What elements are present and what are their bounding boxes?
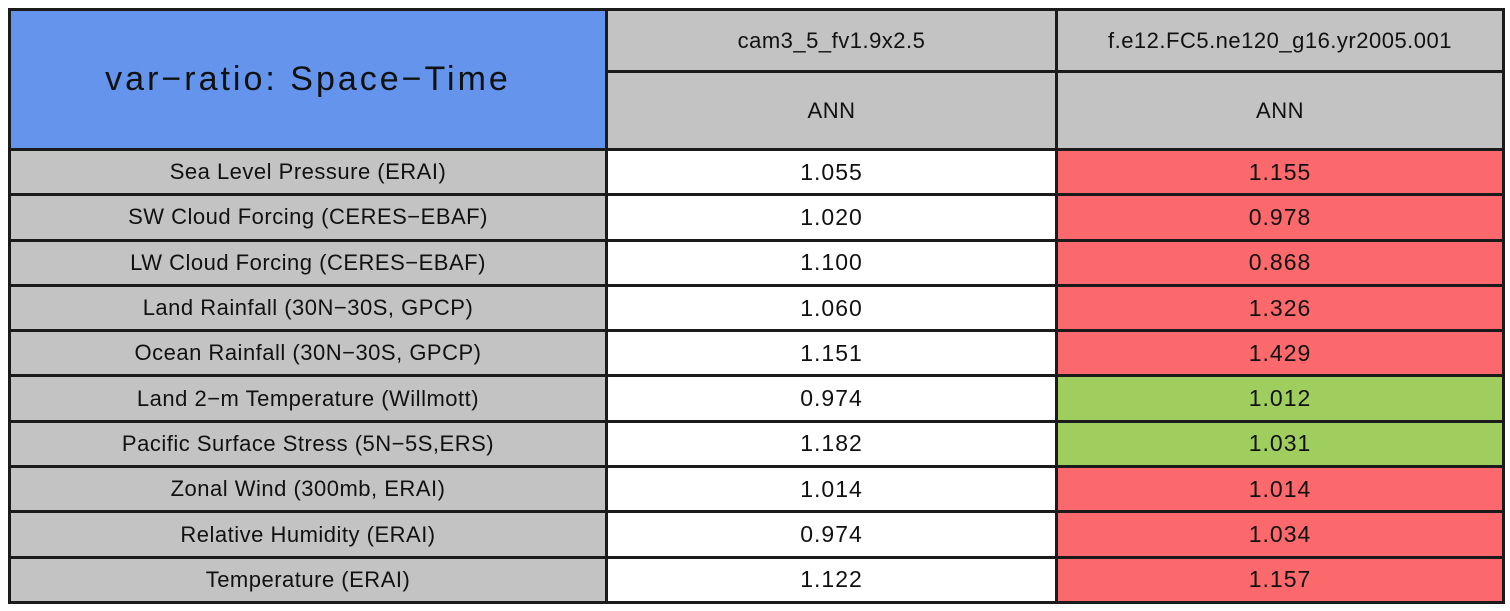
value-cell: 1.060 bbox=[605, 283, 1058, 333]
value-cell: 1.100 bbox=[605, 238, 1058, 287]
value-cell: 1.429 bbox=[1055, 329, 1505, 378]
table-row: Pacific Surface Stress (5N−5S,ERS) 1.182… bbox=[8, 419, 1505, 469]
table-row: Ocean Rainfall (30N−30S, GPCP) 1.151 1.4… bbox=[8, 329, 1505, 378]
column-header-model-2: f.e12.FC5.ne120_g16.yr2005.001 bbox=[1055, 8, 1505, 73]
row-label: SW Cloud Forcing (CERES−EBAF) bbox=[8, 193, 608, 242]
row-label: Land Rainfall (30N−30S, GPCP) bbox=[8, 283, 608, 333]
value-cell: 0.974 bbox=[605, 510, 1058, 559]
table-row: Relative Humidity (ERAI) 0.974 1.034 bbox=[8, 510, 1505, 559]
row-label: Sea Level Pressure (ERAI) bbox=[8, 147, 608, 197]
subheader-ann-2: ANN bbox=[1055, 70, 1505, 151]
value-cell: 1.182 bbox=[605, 419, 1058, 469]
value-cell: 1.055 bbox=[605, 147, 1058, 197]
value-cell: 1.157 bbox=[1055, 555, 1505, 605]
header-row-seasons: ANN ANN bbox=[10, 70, 1505, 151]
table-row: Sea Level Pressure (ERAI) 1.055 1.155 bbox=[8, 147, 1505, 197]
value-cell: 0.974 bbox=[605, 374, 1058, 423]
table-title: var−ratio: Space−Time bbox=[8, 8, 608, 151]
value-cell: 1.014 bbox=[605, 465, 1058, 514]
value-cell: 1.151 bbox=[605, 329, 1058, 378]
value-cell: 1.122 bbox=[605, 555, 1058, 605]
row-label: Temperature (ERAI) bbox=[8, 555, 608, 605]
value-cell: 1.326 bbox=[1055, 283, 1505, 333]
header-row-models: var−ratio: Space−Time cam3_5_fv1.9x2.5 f… bbox=[8, 8, 1505, 151]
value-cell: 1.031 bbox=[1055, 419, 1505, 469]
value-cell: 1.014 bbox=[1055, 465, 1505, 514]
var-ratio-table: var−ratio: Space−Time cam3_5_fv1.9x2.5 f… bbox=[8, 8, 1505, 605]
table-row: SW Cloud Forcing (CERES−EBAF) 1.020 0.97… bbox=[8, 193, 1505, 242]
row-label: Zonal Wind (300mb, ERAI) bbox=[8, 465, 608, 514]
subheader-ann-1: ANN bbox=[605, 70, 1058, 151]
column-header-model-1: cam3_5_fv1.9x2.5 bbox=[605, 8, 1058, 73]
value-cell: 1.155 bbox=[1055, 147, 1505, 197]
row-label: Ocean Rainfall (30N−30S, GPCP) bbox=[8, 329, 608, 378]
row-label: Relative Humidity (ERAI) bbox=[8, 510, 608, 559]
value-cell: 1.012 bbox=[1055, 374, 1505, 423]
table-row: Land Rainfall (30N−30S, GPCP) 1.060 1.32… bbox=[8, 283, 1505, 333]
table-row: Zonal Wind (300mb, ERAI) 1.014 1.014 bbox=[8, 465, 1505, 514]
table-row: LW Cloud Forcing (CERES−EBAF) 1.100 0.86… bbox=[8, 238, 1505, 287]
row-label: Pacific Surface Stress (5N−5S,ERS) bbox=[8, 419, 608, 469]
table-row: Temperature (ERAI) 1.122 1.157 bbox=[8, 555, 1505, 605]
value-cell: 1.034 bbox=[1055, 510, 1505, 559]
row-label: LW Cloud Forcing (CERES−EBAF) bbox=[8, 238, 608, 287]
value-cell: 0.868 bbox=[1055, 238, 1505, 287]
table-row: Land 2−m Temperature (Willmott) 0.974 1.… bbox=[8, 374, 1505, 423]
value-cell: 1.020 bbox=[605, 193, 1058, 242]
row-label: Land 2−m Temperature (Willmott) bbox=[8, 374, 608, 423]
value-cell: 0.978 bbox=[1055, 193, 1505, 242]
